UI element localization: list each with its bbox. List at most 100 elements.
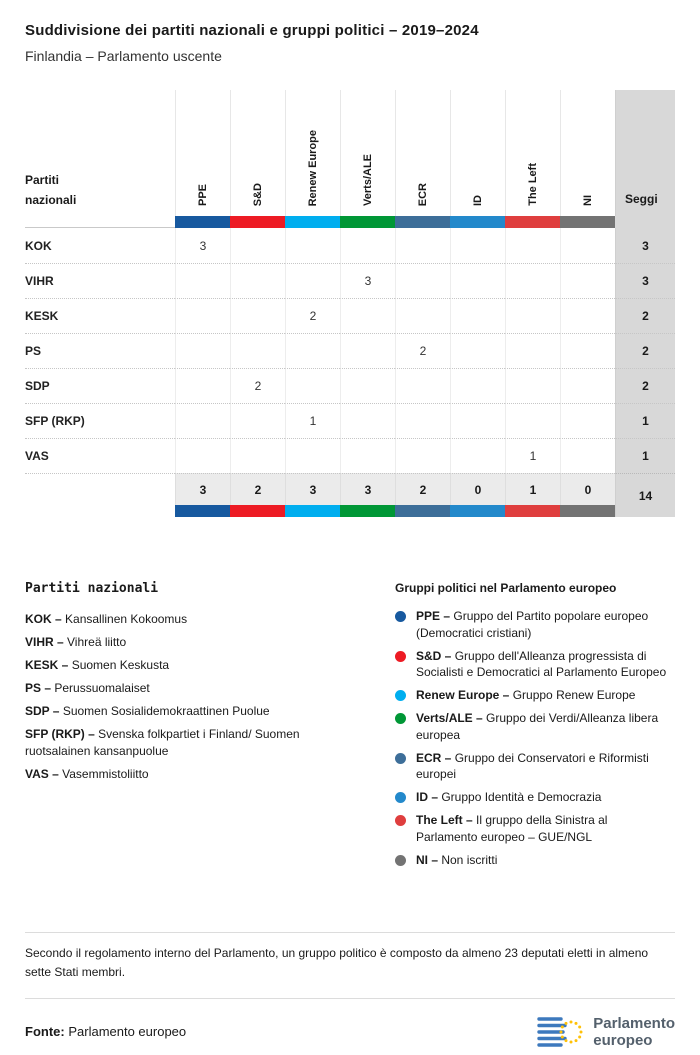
- group-color-bar: [450, 216, 505, 228]
- group-color-bar-bottom: [450, 505, 505, 517]
- seats-column-header: Seggi: [615, 90, 675, 216]
- seat-count-cell: [505, 403, 560, 438]
- seat-count-cell: [175, 368, 230, 403]
- group-color-bar: [395, 216, 450, 228]
- group-legend-item: ECR – Gruppo dei Conservatori e Riformis…: [395, 750, 667, 784]
- seat-count-cell: [560, 228, 615, 263]
- seat-count-cell: [395, 228, 450, 263]
- group-color-dot: [395, 854, 406, 866]
- row-seats-total: 2: [615, 368, 675, 403]
- column-header-label: NI: [582, 195, 594, 206]
- seat-count-cell: [340, 438, 395, 473]
- group-color-bar-bottom: [285, 505, 340, 517]
- column-header-label: ID: [472, 195, 484, 206]
- group-legend-text: The Left – Il gruppo della Sinistra al P…: [416, 812, 608, 844]
- seat-count-cell: [560, 263, 615, 298]
- seat-count-cell: [450, 403, 505, 438]
- ep-logo-line2: europeo: [593, 1031, 653, 1049]
- seat-count-cell: [395, 438, 450, 473]
- party-legend-item: VIHR – Vihreä liitto: [25, 635, 127, 650]
- seat-count-cell: [340, 368, 395, 403]
- seat-count-cell: [395, 263, 450, 298]
- group-legend-text: ECR – Gruppo dei Conservatori e Riformis…: [416, 750, 649, 782]
- group-color-dot: [395, 690, 406, 702]
- party-name: VAS: [25, 438, 175, 473]
- seat-count-cell: [450, 263, 505, 298]
- seat-count-cell: [175, 263, 230, 298]
- page-subtitle: Finlandia – Parlamento uscente: [25, 48, 222, 64]
- group-legend-item: PPE – Gruppo del Partito popolare europe…: [395, 608, 667, 642]
- source: Fonte: Parlamento europeo: [25, 1024, 186, 1039]
- seat-count-cell: 3: [175, 228, 230, 263]
- column-header-label: PPE: [197, 183, 209, 206]
- party-legend: Partiti nazionali KOK – Kansallinen Koko…: [25, 581, 395, 874]
- seat-count-cell: [340, 298, 395, 333]
- seat-count-cell: [340, 333, 395, 368]
- seat-count-cell: [175, 333, 230, 368]
- seats-column-fill: [615, 216, 675, 228]
- column-header-ecr: ECR: [395, 90, 450, 216]
- party-name: PS: [25, 333, 175, 368]
- legend-section: Partiti nazionali KOK – Kansallinen Koko…: [25, 581, 675, 874]
- party-legend-item: PS – Perussuomalaiset: [25, 681, 150, 696]
- group-color-bar-bottom: [560, 505, 615, 517]
- row-seats-total: 1: [615, 403, 675, 438]
- source-value: Parlamento europeo: [68, 1024, 187, 1040]
- seat-count-cell: 2: [230, 368, 285, 403]
- group-total: 0: [450, 473, 505, 505]
- party-legend-item: KOK – Kansallinen Kokoomus: [25, 612, 188, 626]
- row-seats-total: 3: [615, 263, 675, 298]
- page-title: Suddivisione dei partiti nazionali e gru…: [25, 22, 479, 39]
- seat-count-cell: [450, 438, 505, 473]
- group-color-dot: [395, 814, 406, 826]
- group-legend-item: Verts/ALE – Gruppo dei Verdi/Alleanza li…: [395, 710, 667, 744]
- seat-count-cell: [230, 263, 285, 298]
- group-legend-item: The Left – Il gruppo della Sinistra al P…: [395, 812, 667, 846]
- party-legend-item: SFP (RKP) – Svenska folkpartiet i Finlan…: [25, 727, 300, 759]
- group-legend-item: ID – Gruppo Identità e Democrazia: [395, 789, 667, 806]
- party-legend-item: SDP – Suomen Sosialidemokraattinen Puolu…: [25, 704, 270, 719]
- source-label: Fonte:: [25, 1024, 65, 1040]
- group-color-dot: [395, 752, 406, 764]
- party-name: SDP: [25, 368, 175, 403]
- column-header-label: Verts/ALE: [362, 154, 374, 206]
- column-header-the-left: The Left: [505, 90, 560, 216]
- seat-count-cell: [230, 333, 285, 368]
- party-legend-item: KESK – Suomen Keskusta: [25, 658, 170, 673]
- seats-table: Partiti nazionali PPE S&D Renew Europe Verts/…: [25, 90, 675, 517]
- seat-count-cell: [285, 333, 340, 368]
- footnote: Secondo il regolamento interno del Parla…: [25, 932, 675, 981]
- row-seats-total: 2: [615, 298, 675, 333]
- group-color-bar: [230, 216, 285, 228]
- seat-count-cell: [450, 368, 505, 403]
- group-total: 2: [395, 473, 450, 505]
- column-header-renew-europe: Renew Europe: [285, 90, 340, 216]
- group-legend-text: ID – Gruppo Identità e Democrazia: [416, 790, 602, 805]
- group-total: 2: [230, 473, 285, 505]
- seat-count-cell: [505, 298, 560, 333]
- party-name: SFP (RKP): [25, 403, 175, 438]
- seat-count-cell: [230, 228, 285, 263]
- ep-hemicycle-icon: [537, 1017, 583, 1047]
- seat-count-cell: [230, 298, 285, 333]
- column-header-ppe: PPE: [175, 90, 230, 216]
- seat-count-cell: [285, 263, 340, 298]
- group-legend-text: Verts/ALE – Gruppo dei Verdi/Alleanza li…: [416, 710, 659, 742]
- seat-count-cell: [450, 228, 505, 263]
- seat-count-cell: [340, 403, 395, 438]
- group-legend-item: NI – Non iscritti: [395, 852, 667, 869]
- group-legend-text: NI – Non iscritti: [416, 852, 498, 867]
- party-name: KOK: [25, 238, 52, 253]
- group-legend-text: S&D – Gruppo dell'Alleanza progressista …: [416, 648, 667, 680]
- seat-count-cell: [560, 368, 615, 403]
- row-header-line: nazionali: [25, 193, 77, 208]
- total-seats: 14: [615, 473, 675, 517]
- party-legend-title: Partiti nazionali: [25, 581, 159, 596]
- group-color-bar: [560, 216, 615, 228]
- group-color-dot: [395, 650, 406, 662]
- seat-count-cell: [175, 403, 230, 438]
- seat-count-cell: 2: [285, 298, 340, 333]
- group-color-bar-bottom: [340, 505, 395, 517]
- seat-count-cell: 2: [395, 333, 450, 368]
- group-legend: Gruppi politici nel Parlamento europeo P…: [395, 581, 675, 874]
